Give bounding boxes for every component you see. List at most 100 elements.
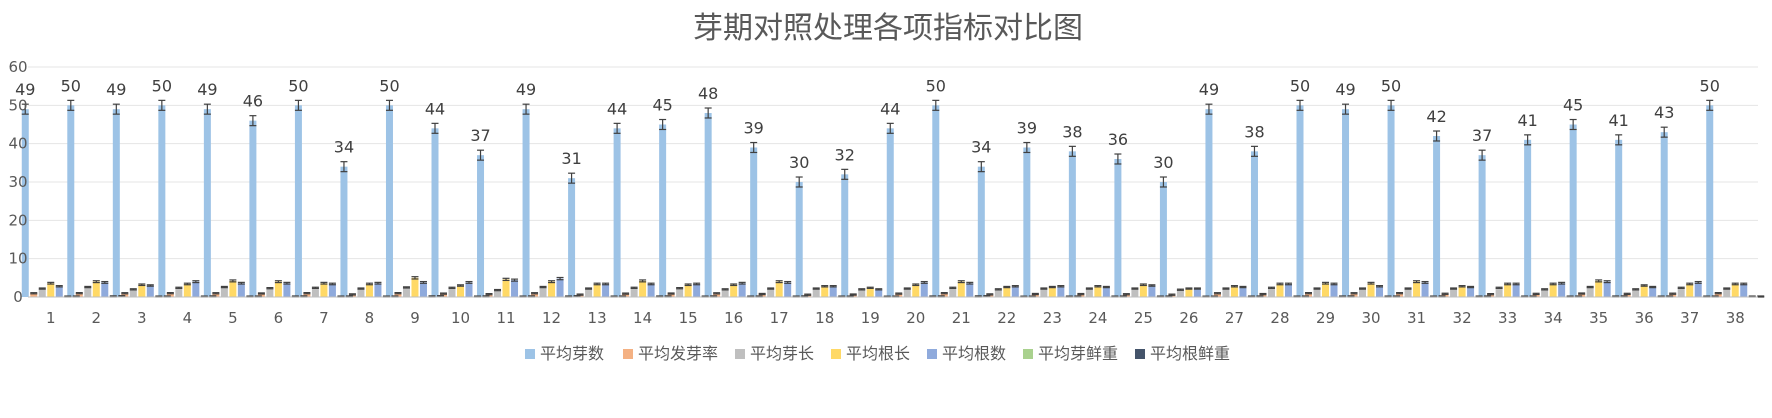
bar: [1148, 285, 1156, 297]
error-bar: [622, 292, 630, 295]
error-bar: [613, 122, 621, 134]
data-label: 50: [152, 76, 172, 95]
error-bar: [1549, 282, 1557, 286]
bar: [1276, 283, 1284, 297]
error-bar: [659, 118, 667, 131]
bar: [1714, 293, 1722, 297]
bar: [192, 281, 200, 297]
bar: [1569, 124, 1577, 297]
bar: [112, 109, 120, 298]
data-label: 39: [1017, 119, 1037, 138]
error-bar: [775, 280, 783, 284]
error-bar: [1487, 292, 1495, 296]
error-bar: [1524, 134, 1532, 146]
error-bar: [1322, 281, 1329, 285]
bar: [385, 105, 393, 297]
error-bar: [1504, 282, 1512, 286]
data-label: 44: [607, 99, 627, 118]
bar: [585, 288, 593, 297]
bar: [1239, 287, 1247, 297]
legend-label: 平均芽长: [750, 344, 814, 363]
error-bar: [183, 282, 191, 286]
x-tick-label: 36: [1635, 309, 1654, 327]
error-bar: [1649, 285, 1657, 289]
bar: [721, 289, 729, 297]
error-bar: [220, 285, 228, 289]
error-bar: [1222, 287, 1230, 290]
error-bar: [112, 103, 120, 115]
bar: [138, 284, 146, 297]
data-label: 34: [971, 138, 991, 157]
bar: [1205, 109, 1213, 298]
bar: [320, 283, 328, 297]
error-bar: [767, 287, 775, 290]
error-bar: [511, 278, 519, 282]
error-bar: [1068, 145, 1076, 157]
error-bar: [903, 287, 911, 290]
data-label: 41: [1609, 111, 1629, 130]
error-bar: [966, 281, 974, 285]
bar: [1322, 283, 1329, 297]
error-bar: [977, 161, 985, 173]
error-bar: [713, 292, 721, 295]
bar: [1094, 286, 1102, 297]
bar: [477, 155, 485, 297]
error-bar: [693, 282, 701, 286]
error-bar: [419, 280, 427, 284]
error-bar: [1305, 291, 1312, 295]
bar: [1649, 287, 1657, 297]
error-bar: [1640, 284, 1648, 287]
data-label: 48: [698, 84, 718, 103]
bar: [1193, 288, 1201, 297]
bar: [1296, 105, 1304, 297]
bar: [713, 293, 721, 297]
bar: [237, 283, 245, 297]
legend-item: 平均芽长: [735, 344, 814, 363]
bar: [767, 288, 775, 297]
bar: [502, 279, 510, 297]
bar: [67, 105, 75, 297]
error-bar: [912, 283, 920, 287]
legend-label: 平均芽数: [540, 344, 604, 363]
bar: [1085, 288, 1093, 297]
error-bar: [402, 286, 410, 289]
bars: [21, 105, 1765, 298]
bar: [775, 281, 783, 297]
bar: [402, 287, 410, 297]
legend-label: 平均根鲜重: [1150, 344, 1230, 363]
data-label: 44: [425, 99, 445, 118]
error-bar: [457, 284, 464, 287]
x-tick-label: 29: [1316, 309, 1335, 327]
bar: [1023, 147, 1031, 297]
bar: [357, 288, 365, 297]
bar: [684, 284, 692, 297]
bar: [465, 282, 473, 297]
data-label: 49: [106, 80, 126, 99]
error-bar: [721, 288, 729, 291]
bar: [994, 289, 1002, 297]
bar: [912, 284, 920, 297]
y-tick-label: 20: [8, 211, 27, 229]
bar: [38, 288, 46, 297]
x-tick-label: 22: [997, 309, 1016, 327]
bar: [1313, 288, 1321, 297]
error-bar: [548, 280, 556, 284]
bar: [841, 174, 849, 297]
error-bar: [166, 291, 174, 295]
error-bar: [1259, 292, 1267, 296]
bar: [1413, 281, 1421, 297]
error-bar: [1433, 130, 1441, 142]
bar: [1350, 293, 1358, 297]
error-bar: [1213, 292, 1221, 295]
bar: [602, 283, 610, 297]
error-bar: [1458, 285, 1466, 288]
error-bar: [229, 279, 237, 283]
legend-item: 平均芽数: [525, 344, 604, 363]
error-bar: [920, 280, 928, 284]
data-label: 37: [1472, 126, 1492, 145]
error-bar: [1330, 282, 1338, 286]
data-labels: 49 50 49 50 49 46 50 34 50 44 37 49 31 44 45 48 39 30 32 44…: [15, 76, 1720, 172]
bar: [1450, 288, 1458, 297]
bar: [1305, 293, 1312, 297]
bar: [75, 293, 83, 297]
